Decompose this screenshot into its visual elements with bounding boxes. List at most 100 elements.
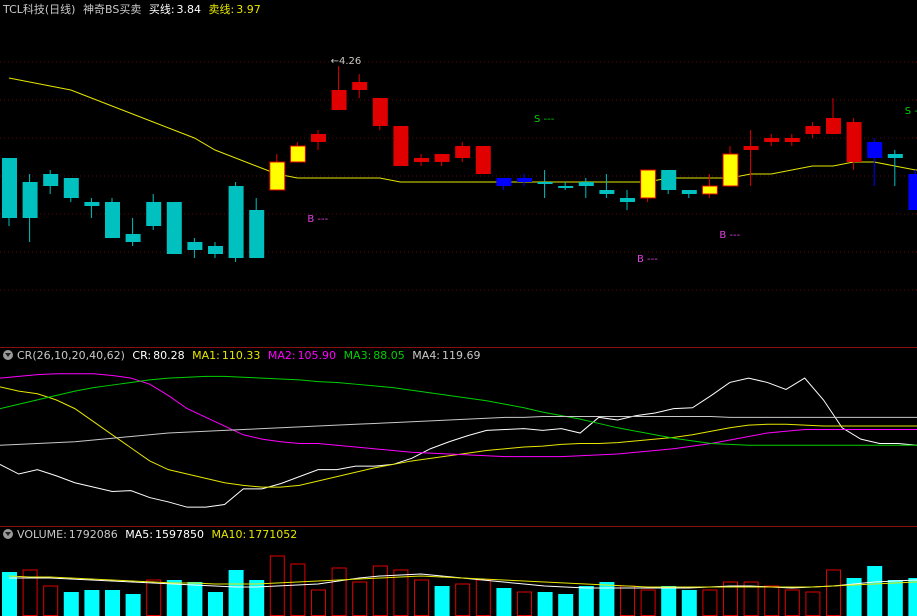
candle-body (105, 202, 120, 238)
volume-header: VOLUME: 1792086 MA5: 1597850 MA10: 1771052 (3, 528, 301, 542)
price-panel[interactable]: ←4.26 S --- S --- B --- B --- B --- TCL科技(日线)… (0, 0, 917, 347)
candle-body (599, 190, 615, 194)
buy-line-value: 3.84 (176, 3, 202, 16)
price-header: TCL科技(日线) 神奇BS买卖 买线: 3.84 卖线: 3.97 (3, 3, 265, 17)
volume-bar (2, 572, 17, 616)
volume-bar (187, 582, 203, 616)
volume-bar (63, 592, 79, 616)
volume-bar (249, 580, 265, 616)
volume-bar (908, 578, 917, 616)
candle-body (908, 174, 917, 210)
volume-bar (43, 585, 59, 616)
cr-label: CR: (132, 349, 152, 362)
candle-body (208, 246, 223, 254)
collapse-icon[interactable] (3, 529, 13, 539)
buy-signal-label: B --- (307, 214, 328, 225)
buy-line-label: 买线: (148, 3, 175, 16)
volume-bar (558, 594, 574, 616)
collapse-icon[interactable] (3, 350, 13, 360)
volume-bar (455, 583, 471, 616)
cr-chart[interactable] (0, 347, 917, 526)
candle-body (558, 186, 574, 188)
volume-bar (496, 588, 512, 616)
ma4-label: MA4: (412, 349, 441, 362)
candle-body (372, 98, 388, 126)
volume-value: 1792086 (68, 528, 118, 541)
volume-ma5-line (9, 573, 917, 589)
candle-body (331, 90, 347, 110)
ma2-value: 105.90 (297, 349, 337, 362)
candle-body (228, 186, 244, 258)
panel-divider (0, 526, 917, 527)
candle-body (249, 210, 265, 258)
buy-signal-label: B --- (637, 254, 658, 265)
volume-panel[interactable]: VOLUME: 1792086 MA5: 1597850 MA10: 1771052 (0, 526, 917, 616)
volume-bar (826, 569, 841, 616)
ma10-label: MA10: (211, 528, 247, 541)
volume-bar (867, 566, 883, 616)
candle-body (640, 169, 657, 199)
cr-title: CR(26,10,20,40,62) (17, 349, 125, 362)
candle-body (63, 178, 79, 198)
cr-line-cr (0, 377, 917, 508)
candle-body (311, 134, 326, 142)
volume-bar (661, 586, 677, 616)
cr-panel[interactable]: CR(26,10,20,40,62) CR: 80.28 MA1: 110.33 M… (0, 347, 917, 526)
volume-bar (537, 592, 553, 616)
ma4-value: 119.69 (442, 349, 481, 362)
candle-body (393, 126, 409, 166)
candle-body (743, 146, 759, 150)
candle-body (537, 182, 553, 184)
candle-body (455, 146, 471, 158)
candle-body (414, 158, 429, 162)
panel-divider (0, 347, 917, 348)
candle-body (125, 234, 141, 242)
volume-bar (599, 582, 615, 616)
volume-bar (352, 581, 368, 616)
cr-value: 80.28 (153, 349, 185, 362)
candle-body (496, 178, 512, 186)
candle-body (269, 161, 286, 191)
price-chart[interactable]: ←4.26 S --- S --- B --- B --- B --- (0, 0, 917, 347)
candle-body (661, 170, 677, 190)
candle-body (166, 202, 182, 254)
candle-body (826, 118, 841, 134)
volume-bar (475, 579, 491, 616)
volume-bar (784, 589, 800, 616)
volume-ma10-line (8, 575, 917, 588)
ma10-value: 1771052 (248, 528, 298, 541)
buy-signal-label: B --- (719, 230, 740, 241)
candle-body (289, 145, 306, 163)
volume-bar (887, 580, 903, 616)
ma1-value: 110.33 (221, 349, 261, 362)
chart-period: (日线) (44, 3, 76, 16)
volume-bar (805, 591, 821, 616)
candle-body (434, 154, 450, 162)
candle-body (722, 153, 739, 187)
volume-bar (146, 579, 162, 616)
candle-body (517, 178, 532, 182)
volume-bar (331, 567, 347, 616)
ma3-label: MA3: (343, 349, 372, 362)
sell-line-label: 卖线: (208, 3, 235, 16)
candle-body (681, 190, 697, 194)
candle-body (84, 202, 100, 206)
peak-price-label: ←4.26 (331, 56, 362, 67)
cr-line-ma4 (0, 415, 917, 446)
volume-bar (105, 590, 120, 616)
volume-bar (681, 590, 697, 616)
volume-bar (311, 589, 326, 616)
volume-bar (640, 589, 656, 616)
cr-line-ma1 (0, 386, 917, 488)
indicator-name: 神奇BS买卖 (82, 3, 142, 16)
candle-body (784, 138, 800, 142)
volume-bar (517, 591, 532, 616)
ma2-label: MA2: (267, 349, 296, 362)
candle-body (43, 174, 59, 186)
volume-bar (84, 590, 100, 616)
candle-body (146, 202, 162, 226)
candle-body (352, 82, 368, 90)
candle-body (22, 182, 38, 218)
candle-body (620, 198, 635, 202)
volume-bar (208, 592, 223, 616)
